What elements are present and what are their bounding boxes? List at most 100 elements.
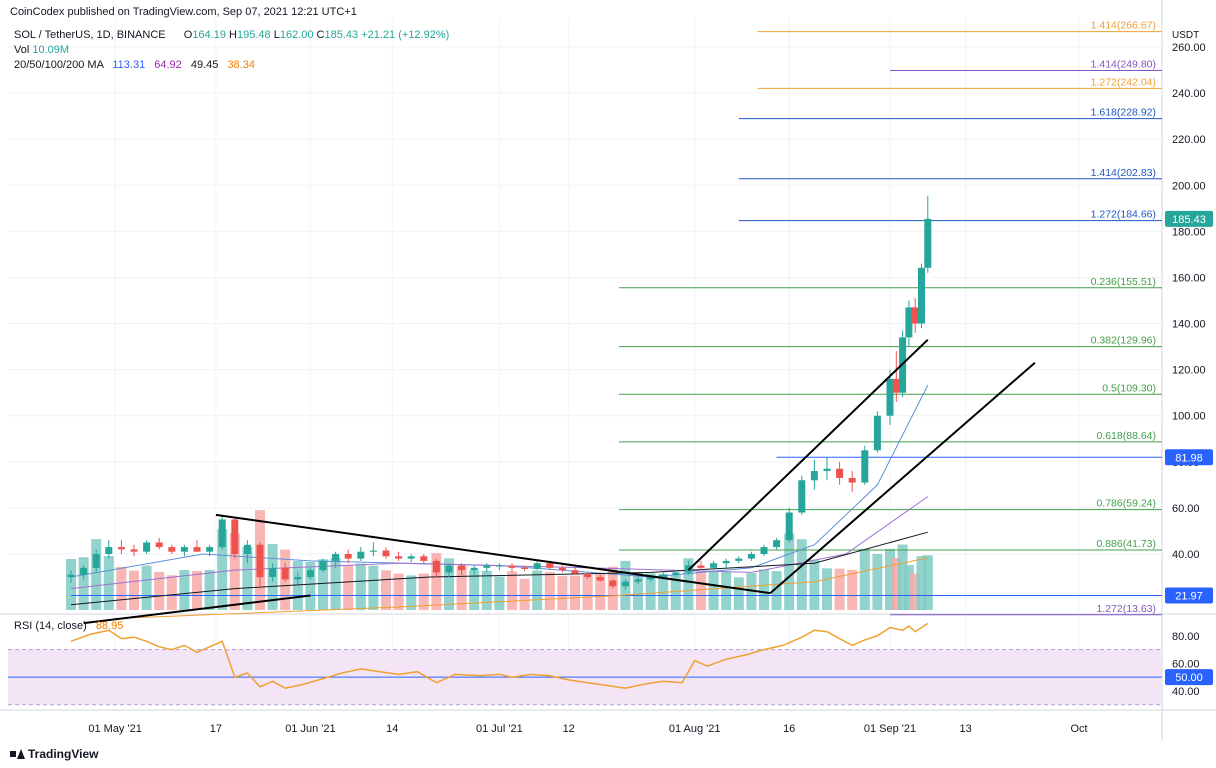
price-tick-label: 260.00 (1172, 42, 1206, 54)
time-tick-label: 16 (783, 723, 795, 735)
candle-body (672, 572, 680, 575)
rsi-legend: RSI (14, close) 88.95 (14, 620, 123, 632)
volume-value: 10.09M (32, 44, 70, 56)
candle-body (80, 567, 88, 575)
volume-bar (456, 566, 467, 610)
rsi-value: 88.95 (95, 620, 124, 632)
tradingview-logo[interactable]: TradingView (10, 747, 98, 761)
volume-bar (746, 573, 757, 610)
rsi-line (70, 622, 929, 689)
high-label: H (229, 29, 237, 41)
price-tick-label: 40.00 (1172, 549, 1200, 561)
candle-body (911, 307, 919, 324)
candle-body (281, 567, 289, 580)
volume-bar (633, 572, 643, 610)
candle-body (621, 581, 629, 587)
trendline (83, 594, 311, 625)
price-tick-label: 240.00 (1172, 88, 1206, 100)
low-label: L (273, 29, 280, 41)
level-tag-box (1165, 449, 1213, 466)
volume-bar (66, 559, 76, 610)
candle-body (886, 378, 894, 416)
trendlines (83, 338, 1036, 625)
candle-body (395, 556, 403, 559)
tradingview-logo-icon (10, 749, 25, 759)
price-tick-label: 200.00 (1172, 180, 1206, 192)
volume-bar (343, 565, 354, 610)
candle-body (369, 550, 377, 552)
time-tick-label: 01 Jul '21 (476, 723, 523, 735)
volume-bar (292, 560, 303, 610)
ma-legend: 20/50/100/200 MA 113.31 64.92 49.45 38.3… (14, 59, 255, 71)
fib-level-label: 0.886(41.73) (1096, 538, 1156, 550)
volume-bar (834, 568, 845, 610)
candle-body (647, 577, 655, 580)
open-label: O (183, 29, 193, 41)
candle-body (243, 544, 251, 554)
volume-bar (381, 570, 391, 610)
price-tick-label: 60.00 (1172, 503, 1200, 515)
candle-body (269, 567, 277, 578)
candle-body (130, 549, 138, 552)
candle-body (596, 577, 604, 581)
volume-bar (670, 574, 681, 610)
ma20-value: 113.31 (112, 59, 146, 71)
price-tick-label: 180.00 (1172, 226, 1206, 238)
volume-bar (822, 568, 832, 610)
candle-body (924, 218, 932, 268)
candle-body (445, 565, 453, 573)
candle-body (735, 558, 743, 561)
candle-body (483, 565, 491, 568)
price-tags: 185.43 81.98 21.97 50.00 (1165, 210, 1213, 686)
candle-body (892, 378, 900, 393)
fib-level-label: 1.414(202.83) (1091, 167, 1156, 179)
volume-bar (507, 571, 517, 610)
candle-body (105, 547, 113, 554)
volume-bar (532, 570, 543, 610)
candle-body (558, 567, 566, 571)
trendline (687, 338, 929, 571)
price-tick-label: 160.00 (1172, 272, 1206, 284)
symbol-legend: SOL / TetherUS, 1D, BINANCE O164.19 H195… (14, 29, 449, 41)
candle-body (584, 573, 592, 578)
volume-bar (784, 533, 795, 610)
candle-body (168, 547, 176, 552)
fib-level-label: 0.786(59.24) (1096, 498, 1156, 510)
volume-bar (557, 576, 568, 610)
level-tag-label: 21.97 (1175, 591, 1203, 603)
time-tick-label: 12 (563, 723, 575, 735)
candle-body (722, 560, 730, 564)
price-tick-label: 120.00 (1172, 365, 1206, 377)
volume-label: Vol (14, 44, 30, 56)
volume-bar (582, 574, 593, 610)
candle-body (256, 544, 264, 578)
close-label: C (316, 29, 325, 41)
axes: 40.00 60.00 80.00 100.00 120.00 140.00 160.00 1… (88, 42, 1205, 735)
volume-bar (242, 547, 253, 610)
moving-average-100 (70, 531, 928, 606)
volume-bar (444, 558, 454, 610)
volume-bar (141, 565, 152, 610)
rsi-title: RSI (14, close) (14, 620, 87, 632)
candle-body (836, 468, 844, 478)
currency-label: USDT (1172, 30, 1200, 41)
trendline (215, 513, 771, 595)
time-tick-label: 01 Sep '21 (864, 723, 916, 735)
volume-bar (103, 556, 114, 610)
volume-bar (809, 559, 820, 610)
grid (0, 0, 1216, 740)
candle-body (306, 570, 314, 578)
candle-body (155, 542, 163, 548)
price-tick-label: 100.00 (1172, 411, 1206, 423)
candle-body (634, 579, 642, 582)
fib-level-label: 1.414(249.80) (1091, 59, 1156, 71)
volume-bar (166, 575, 177, 610)
candle-body (823, 468, 831, 472)
volume-bar (897, 544, 908, 610)
candle-body (710, 563, 718, 568)
volume-bar (368, 565, 379, 610)
candle-body (117, 547, 125, 550)
candle-body (420, 556, 428, 561)
volume-bar (922, 555, 933, 610)
volume-bar (683, 558, 694, 610)
